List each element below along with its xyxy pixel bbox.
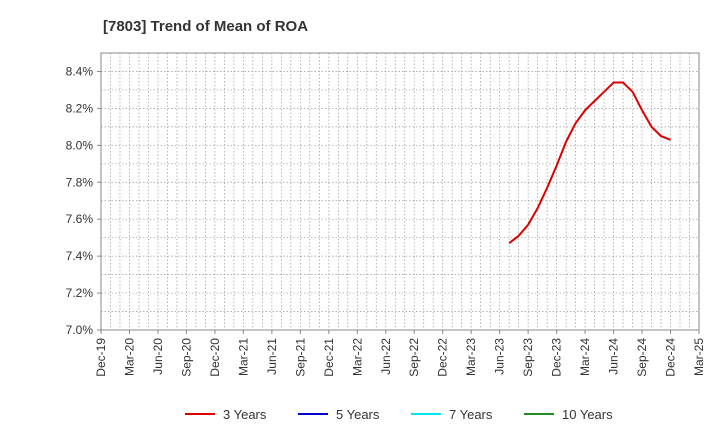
- series-line-3-years: [508, 81, 671, 244]
- x-tick-label: Jun-22: [379, 338, 393, 375]
- legend-label-7-years: 7 Years: [449, 407, 493, 422]
- y-tick-label: 7.8%: [66, 175, 94, 189]
- x-axis: Dec-19 Mar-20 Jun-20 Sep-20 Dec-20 Mar-21 Jun-…: [94, 330, 706, 377]
- x-tick-label: Mar-22: [350, 338, 364, 376]
- y-axis: 7.0% 7.2% 7.4% 7.6% 7.8% 8.0% 8.2% 8.4%: [66, 64, 101, 337]
- x-tick-label: Jun-24: [607, 338, 621, 375]
- x-tick-label: Dec-22: [436, 338, 450, 377]
- x-tick-label: Jun-23: [493, 338, 507, 375]
- x-tick-label: Dec-21: [322, 338, 336, 377]
- x-tick-label: Sep-24: [635, 338, 649, 377]
- y-tick-label: 8.2%: [66, 101, 94, 115]
- legend-label-10-years: 10 Years: [562, 407, 613, 422]
- x-tick-label: Sep-22: [407, 338, 421, 377]
- plot-area: [100, 52, 700, 331]
- x-tick-label: Sep-21: [293, 338, 307, 377]
- y-tick-label: 8.4%: [66, 64, 94, 78]
- x-tick-label: Sep-20: [179, 338, 193, 377]
- x-tick-label: Dec-20: [208, 338, 222, 377]
- x-tick-label: Mar-24: [578, 338, 592, 376]
- x-tick-label: Sep-23: [521, 338, 535, 377]
- chart-title: [7803] Trend of Mean of ROA: [103, 18, 308, 35]
- x-tick-label: Mar-23: [464, 338, 478, 376]
- x-tick-label: Jun-21: [265, 338, 279, 375]
- y-tick-label: 7.6%: [66, 212, 94, 226]
- legend-label-3-years: 3 Years: [223, 407, 267, 422]
- y-tick-label: 7.4%: [66, 249, 94, 263]
- y-tick-label: 7.0%: [66, 323, 94, 337]
- legend: 3 Years 5 Years 7 Years 10 Years: [185, 407, 613, 422]
- grid: [100, 53, 700, 330]
- x-tick-label: Dec-24: [664, 338, 678, 377]
- y-tick-label: 8.0%: [66, 138, 94, 152]
- x-tick-label: Mar-25: [692, 338, 706, 376]
- x-tick-label: Dec-23: [550, 338, 564, 377]
- x-tick-label: Jun-20: [151, 338, 165, 375]
- y-tick-label: 7.2%: [66, 286, 94, 300]
- series-lines: [508, 81, 671, 244]
- legend-label-5-years: 5 Years: [336, 407, 380, 422]
- x-tick-label: Dec-19: [94, 338, 108, 377]
- x-tick-label: Mar-20: [122, 338, 136, 376]
- x-tick-label: Mar-21: [236, 338, 250, 376]
